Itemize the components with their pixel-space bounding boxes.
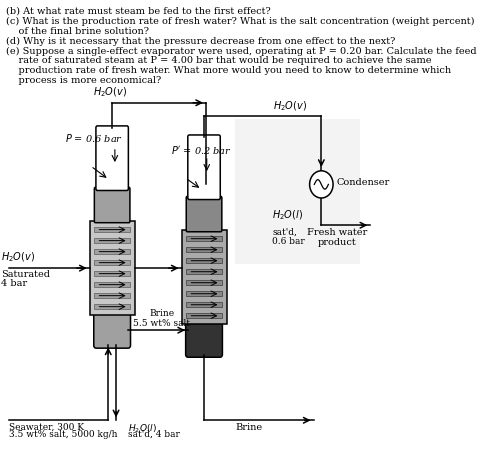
Text: $P'$ = 0.2 bar: $P'$ = 0.2 bar: [170, 144, 231, 156]
Text: sat'd, 4 bar: sat'd, 4 bar: [127, 430, 179, 438]
Text: $P$ = 0.6 bar: $P$ = 0.6 bar: [65, 132, 123, 144]
Bar: [94, 249, 130, 254]
Bar: [185, 247, 222, 253]
Bar: [185, 280, 222, 285]
Bar: [94, 293, 130, 298]
Bar: [94, 227, 130, 233]
Bar: [235, 119, 360, 264]
Text: sat'd,: sat'd,: [272, 228, 297, 237]
Bar: [94, 304, 130, 309]
Text: process is more economical?: process is more economical?: [6, 76, 161, 86]
Circle shape: [309, 171, 332, 198]
Bar: [94, 282, 130, 288]
FancyBboxPatch shape: [94, 312, 130, 348]
Text: (b) At what rate must steam be fed to the first effect?: (b) At what rate must steam be fed to th…: [6, 6, 270, 15]
Bar: [185, 236, 222, 242]
Text: Seawater, 300 K: Seawater, 300 K: [8, 423, 83, 431]
Text: production rate of fresh water. What more would you need to know to determine wh: production rate of fresh water. What mor…: [6, 66, 450, 76]
Text: of the final brine solution?: of the final brine solution?: [6, 26, 148, 35]
Bar: [181, 230, 226, 324]
Text: Fresh water
product: Fresh water product: [306, 228, 366, 247]
Text: $H_2O(l)$: $H_2O(l)$: [127, 423, 156, 435]
Text: (c) What is the production rate of fresh water? What is the salt concentration (: (c) What is the production rate of fresh…: [6, 16, 473, 25]
Text: 4 bar: 4 bar: [0, 279, 27, 288]
Bar: [185, 258, 222, 263]
Text: $H_2O(v)$: $H_2O(v)$: [0, 250, 35, 263]
Bar: [94, 238, 130, 243]
Bar: [94, 271, 130, 276]
Text: $H_2O(v)$: $H_2O(v)$: [272, 99, 306, 113]
Text: Brine
5.5 wt% salt: Brine 5.5 wt% salt: [133, 308, 190, 328]
Text: 3.5 wt% salt, 5000 kg/h: 3.5 wt% salt, 5000 kg/h: [8, 430, 117, 439]
Bar: [185, 313, 222, 318]
Text: 0.6 bar: 0.6 bar: [272, 237, 305, 246]
Text: (e) Suppose a single-effect evaporator were used, operating at P = 0.20 bar. Cal: (e) Suppose a single-effect evaporator w…: [6, 46, 475, 56]
Bar: [185, 269, 222, 274]
Bar: [185, 302, 222, 308]
Bar: [89, 221, 134, 315]
Text: (d) Why is it necessary that the pressure decrease from one effect to the next?: (d) Why is it necessary that the pressur…: [6, 36, 394, 46]
Text: $H_2O(l)$: $H_2O(l)$: [272, 208, 303, 222]
Text: Condenser: Condenser: [336, 177, 388, 187]
FancyBboxPatch shape: [186, 197, 222, 232]
Bar: [94, 260, 130, 265]
Text: Brine: Brine: [235, 423, 262, 431]
FancyBboxPatch shape: [187, 135, 220, 200]
FancyBboxPatch shape: [185, 321, 222, 357]
Bar: [185, 291, 222, 297]
FancyBboxPatch shape: [96, 126, 128, 191]
Text: rate of saturated steam at P = 4.00 bar that would be required to achieve the sa: rate of saturated steam at P = 4.00 bar …: [6, 56, 430, 66]
FancyBboxPatch shape: [94, 187, 130, 222]
Text: $H_2O(v)$: $H_2O(v)$: [93, 86, 127, 99]
Text: Saturated: Saturated: [0, 270, 50, 279]
